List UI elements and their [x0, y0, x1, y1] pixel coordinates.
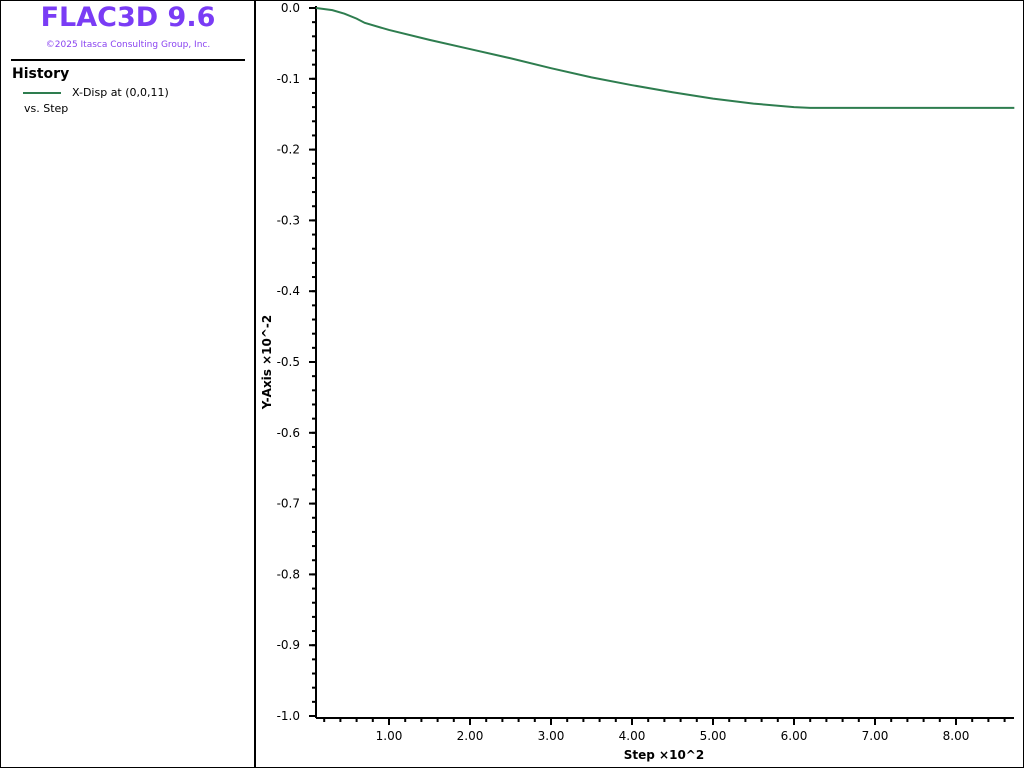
x-tick-label: 3.00 [538, 729, 565, 743]
legend-vs-label: vs. Step [24, 102, 69, 115]
legend-swatch [23, 92, 61, 94]
y-tick-label: -1.0 [277, 709, 300, 723]
y-tick-label: -0.5 [277, 355, 300, 369]
x-tick-label: 8.00 [943, 729, 970, 743]
series-line [315, 7, 1015, 109]
x-tick-label: 6.00 [781, 729, 808, 743]
divider [11, 59, 245, 61]
x-tick-label: 7.00 [862, 729, 889, 743]
y-tick-label: -0.2 [277, 143, 300, 157]
copyright-text: ©2025 Itasca Consulting Group, Inc. [45, 40, 211, 50]
x-tick-label: 5.00 [700, 729, 727, 743]
legend-title: History [12, 66, 70, 82]
y-tick-label: -0.4 [277, 284, 300, 298]
y-tick-label: -0.6 [277, 426, 300, 440]
y-tick-label: -0.1 [277, 72, 300, 86]
x-tick-label: 4.00 [619, 729, 646, 743]
x-axis-title: Step ×10^2 [624, 748, 704, 762]
y-tick-label: -0.8 [277, 567, 300, 581]
app-title: FLAC3D 9.6 [40, 2, 216, 33]
x-tick-label: 1.00 [376, 729, 403, 743]
y-tick-label: -0.7 [277, 497, 300, 511]
legend-series-label: X-Disp at (0,0,11) [72, 86, 169, 99]
y-axis-title: Y-Axis ×10^-2 [260, 315, 274, 411]
y-tick-label: -0.9 [277, 638, 300, 652]
x-tick-label: 2.00 [457, 729, 484, 743]
y-tick-label: 0.0 [281, 1, 300, 15]
y-tick-label: -0.3 [277, 213, 300, 227]
legend-panel: FLAC3D 9.6 ©2025 Itasca Consulting Group… [0, 0, 256, 768]
